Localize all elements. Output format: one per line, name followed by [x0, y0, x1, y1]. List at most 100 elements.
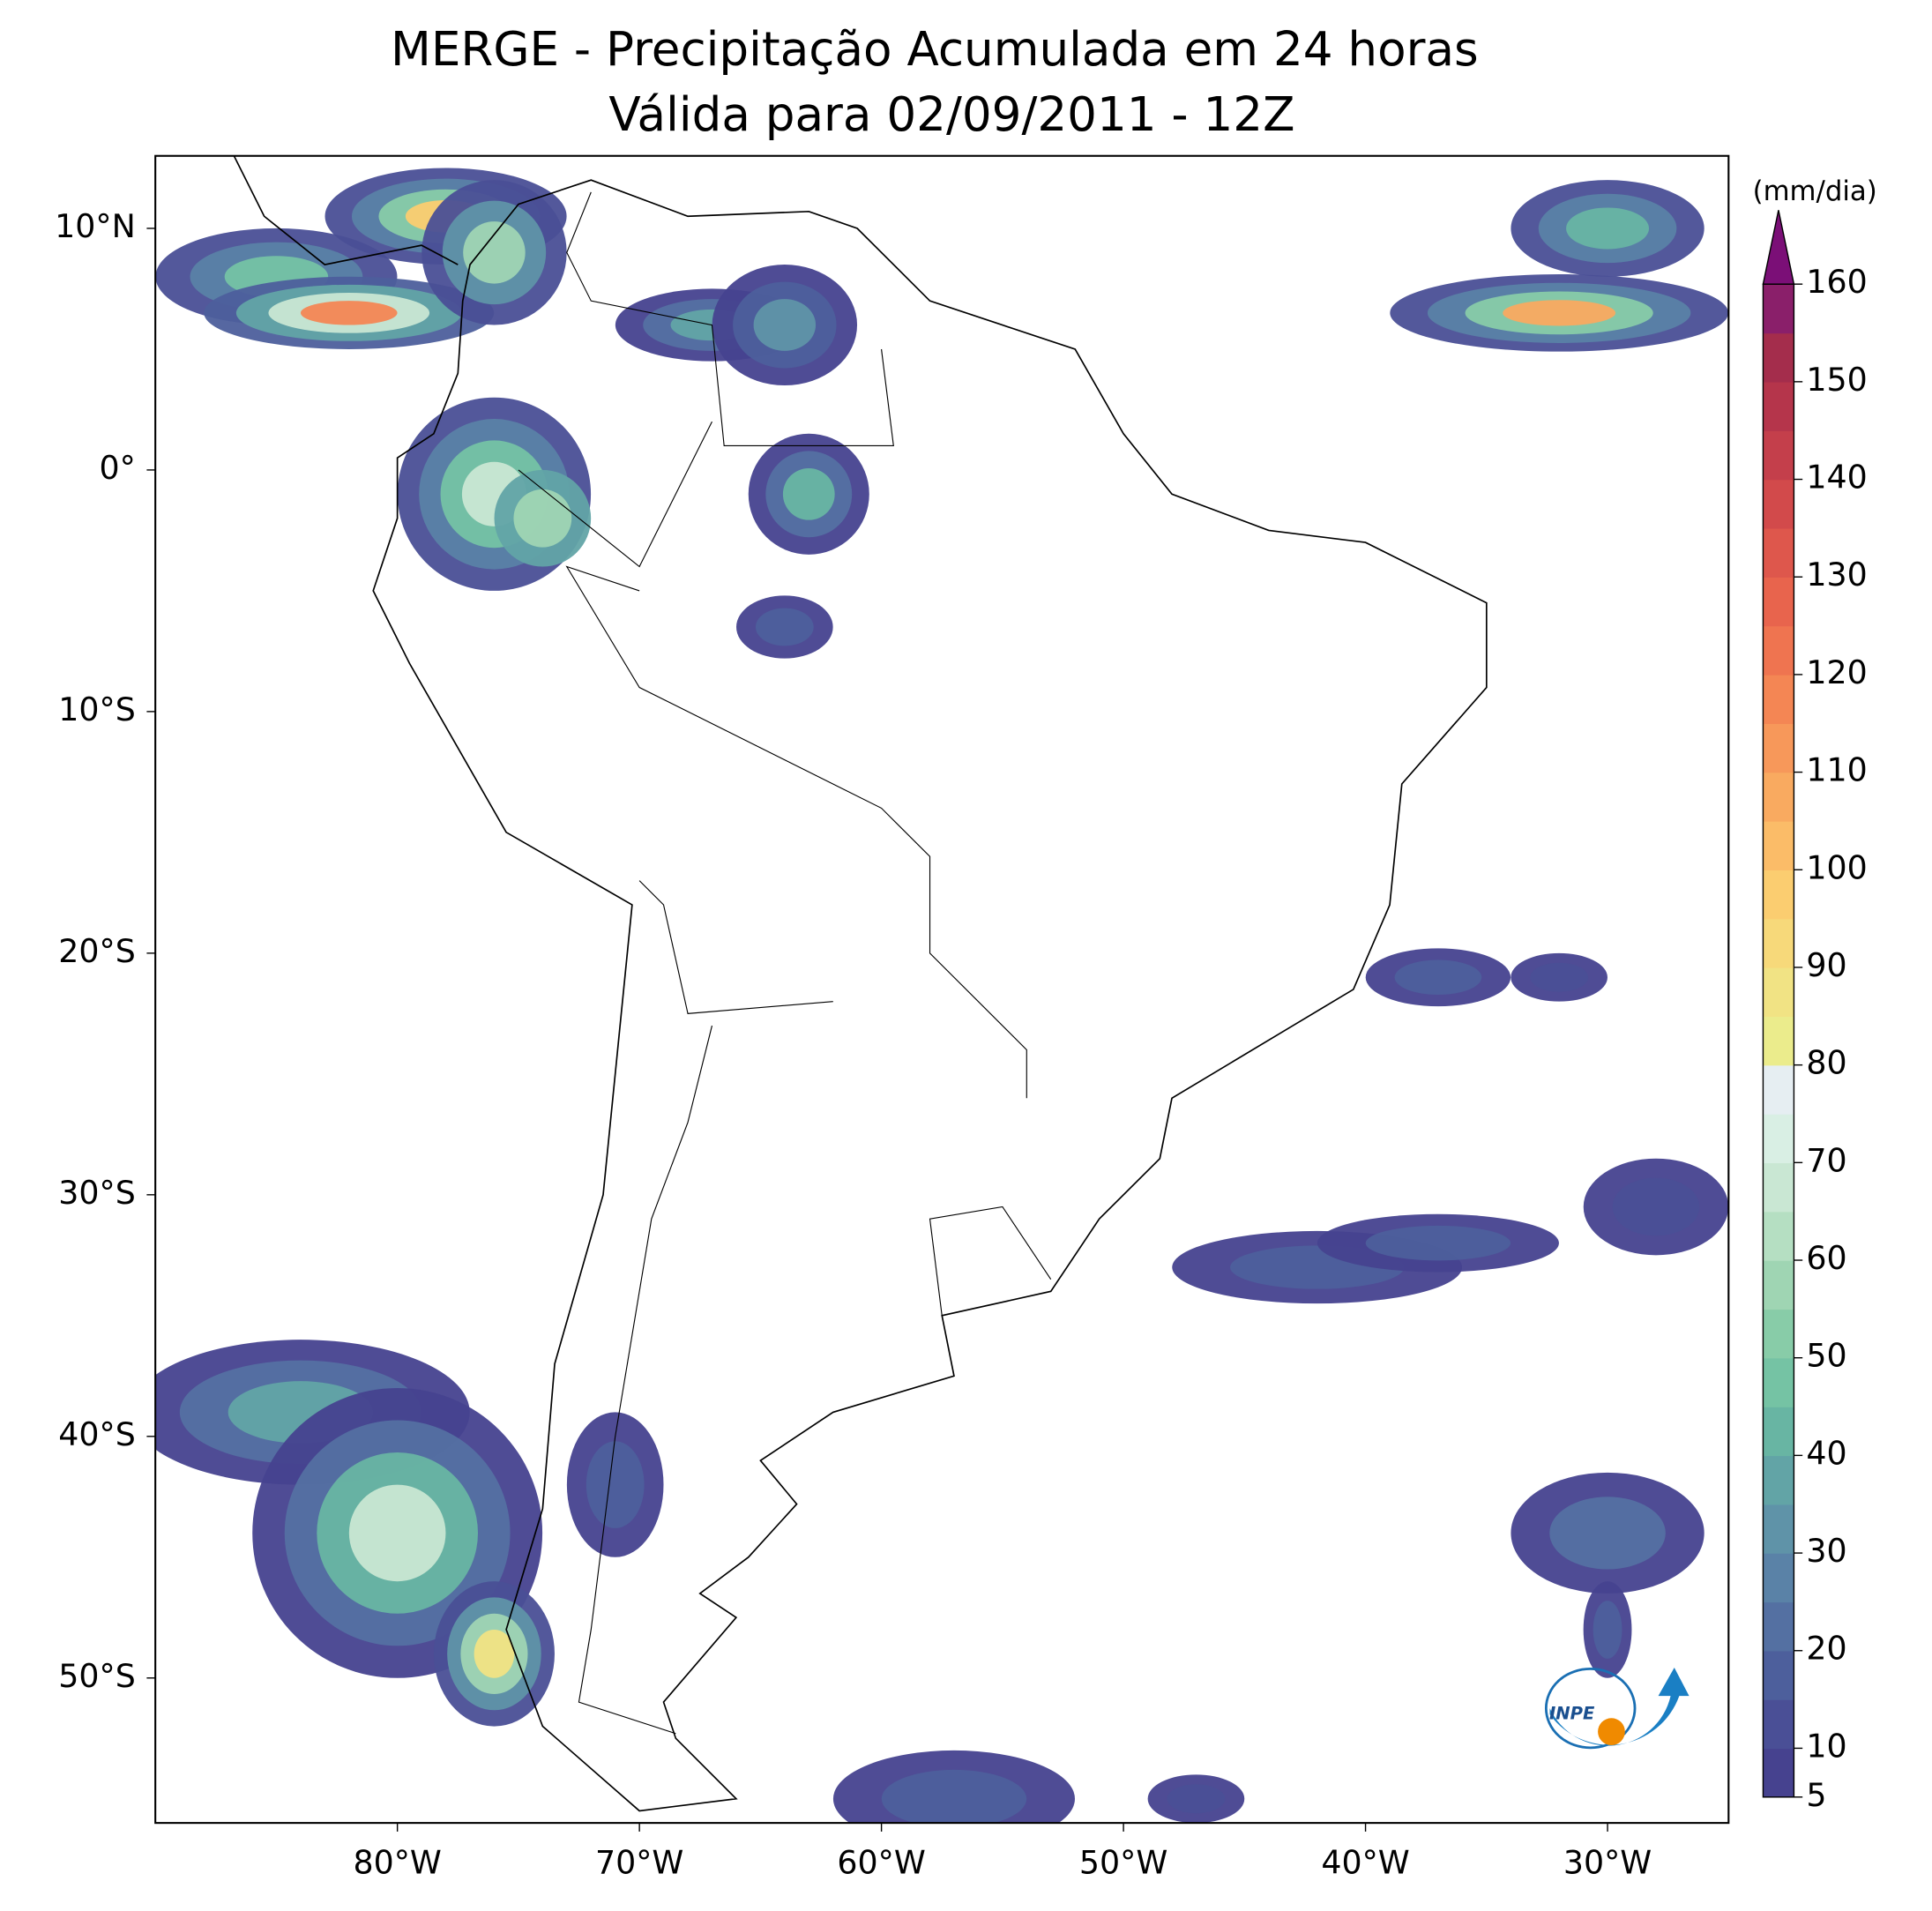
precip-area — [1593, 1601, 1622, 1659]
colorbar-band — [1763, 1504, 1794, 1554]
precip-area — [755, 608, 814, 646]
colorbar-band — [1763, 527, 1794, 578]
colorbar-tick-label: 80 — [1806, 1044, 1846, 1082]
colorbar-band — [1763, 1162, 1794, 1213]
colorbar-tick-label: 30 — [1806, 1532, 1846, 1570]
colorbar-band — [1763, 625, 1794, 676]
colorbar-frame — [1762, 283, 1795, 1798]
border — [638, 880, 833, 1014]
colorbar-tick-label: 120 — [1806, 653, 1867, 691]
colorbar-band — [1763, 1113, 1794, 1164]
y-tick-label: 0° — [100, 449, 136, 487]
logo-swoosh — [1549, 1667, 1690, 1746]
precip-area — [586, 1441, 645, 1528]
colorbar-tick-label: 60 — [1806, 1239, 1846, 1277]
map-layer — [155, 155, 1729, 1824]
colorbar-tick-label: 5 — [1806, 1776, 1826, 1814]
colorbar-tick-label: 130 — [1806, 556, 1867, 593]
colorbar-band — [1763, 479, 1794, 529]
colorbar-band — [1763, 332, 1794, 383]
precip-area — [300, 301, 398, 325]
colorbar-band — [1763, 1016, 1794, 1066]
x-tick-label: 40°W — [1321, 1844, 1409, 1882]
logo-dot — [1598, 1718, 1625, 1746]
colorbar-tick-label: 40 — [1806, 1434, 1846, 1472]
y-tick-label: 50°S — [58, 1657, 136, 1695]
coastline — [233, 155, 459, 265]
colorbar-band — [1763, 1601, 1794, 1652]
precip-area — [1549, 1497, 1666, 1570]
colorbar-band — [1763, 772, 1794, 822]
colorbar-band — [1763, 1553, 1794, 1603]
precip-area — [474, 1629, 515, 1678]
colorbar-band — [1763, 577, 1794, 627]
colorbar-label: (mm/dia) — [1753, 175, 1877, 207]
colorbar-band — [1763, 430, 1794, 481]
colorbar-band — [1763, 870, 1794, 920]
border — [565, 565, 1027, 1099]
title-line: Válida para 02/09/2011 - 12Z — [608, 87, 1294, 142]
colorbar-band — [1763, 918, 1794, 968]
border — [578, 1025, 713, 1735]
colorbar-tick-label: 140 — [1806, 459, 1867, 496]
colorbar-band — [1763, 674, 1794, 724]
colorbar-band — [1763, 820, 1794, 870]
precip-area — [513, 489, 572, 548]
colorbar-band — [1763, 1748, 1794, 1798]
precip-area — [881, 1769, 1027, 1824]
precip-area — [1566, 207, 1650, 250]
precip-area — [1167, 1784, 1226, 1814]
border — [929, 1206, 1052, 1316]
colorbar-band — [1763, 723, 1794, 773]
precip-area — [1530, 962, 1589, 992]
colorbar-tick-label: 50 — [1806, 1337, 1846, 1375]
precip-area — [463, 221, 526, 284]
coastline — [372, 179, 1488, 1812]
border — [518, 421, 712, 568]
colorbar-band — [1763, 1407, 1794, 1457]
colorbar-extension — [1762, 210, 1795, 285]
colorbar-band — [1763, 1650, 1794, 1700]
x-tick-label: 30°W — [1563, 1844, 1652, 1882]
x-tick-label: 60°W — [837, 1844, 925, 1882]
colorbar-band — [1763, 1064, 1794, 1115]
colorbar-band — [1763, 1455, 1794, 1505]
title-line: MERGE - Precipitação Acumulada em 24 hor… — [391, 22, 1479, 77]
colorbar-tick-label: 160 — [1806, 263, 1867, 301]
precip-area — [1365, 1225, 1511, 1261]
precip-area — [1612, 1177, 1700, 1236]
colorbar-band — [1763, 1260, 1794, 1310]
border — [566, 191, 894, 447]
y-tick-label: 10°N — [55, 207, 136, 245]
precip-area — [348, 1484, 446, 1582]
y-tick-label: 10°S — [58, 690, 136, 728]
colorbar-band — [1763, 967, 1794, 1018]
precip-area — [782, 467, 835, 520]
colorbar-band — [1763, 1699, 1794, 1750]
colorbar-tick-label: 70 — [1806, 1141, 1846, 1179]
colorbar-band — [1763, 381, 1794, 431]
colorbar-tick-label: 90 — [1806, 946, 1846, 984]
precip-area — [1503, 300, 1616, 326]
colorbar-tick-label: 150 — [1806, 361, 1867, 399]
logo-text: INPE — [1549, 1704, 1595, 1724]
colorbar-tick-label: 110 — [1806, 751, 1867, 789]
map-frame — [154, 154, 1730, 1825]
x-tick-label: 80°W — [353, 1844, 441, 1882]
x-tick-label: 50°W — [1079, 1844, 1167, 1882]
precip-area — [753, 299, 817, 351]
colorbar-tick-label: 10 — [1806, 1727, 1846, 1765]
colorbar-band — [1763, 1211, 1794, 1261]
y-tick-label: 30°S — [58, 1174, 136, 1212]
precip-area — [1394, 959, 1482, 995]
colorbar-tick-label: 100 — [1806, 848, 1867, 886]
colorbar-tick-label: 20 — [1806, 1630, 1846, 1668]
y-tick-label: 20°S — [58, 932, 136, 970]
logo-ring — [1544, 1667, 1637, 1750]
y-tick-label: 40°S — [58, 1415, 136, 1453]
x-tick-label: 70°W — [595, 1844, 683, 1882]
colorbar-band — [1763, 1309, 1794, 1359]
colorbar-band — [1763, 1357, 1794, 1407]
colorbar-band — [1763, 284, 1794, 334]
